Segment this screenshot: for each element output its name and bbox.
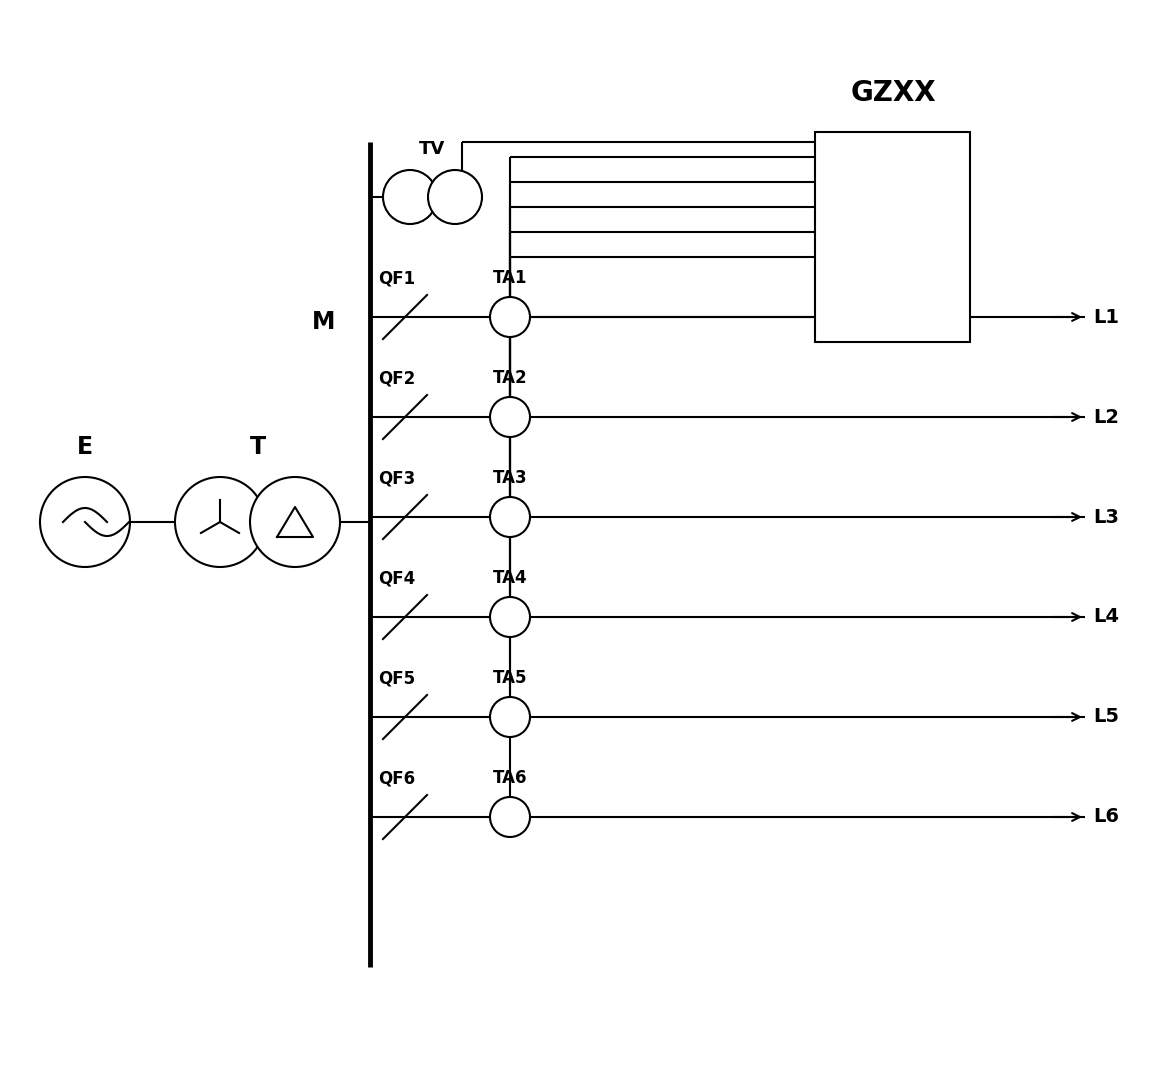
Text: L4: L4 — [1093, 608, 1119, 626]
Text: TA6: TA6 — [492, 769, 527, 787]
Circle shape — [383, 170, 437, 224]
Text: QF5: QF5 — [379, 669, 416, 687]
Circle shape — [250, 477, 340, 567]
Text: L1: L1 — [1093, 308, 1119, 327]
Text: QF3: QF3 — [379, 470, 416, 487]
Text: L3: L3 — [1093, 507, 1119, 526]
Circle shape — [490, 297, 530, 337]
Text: TV: TV — [420, 140, 445, 158]
Circle shape — [175, 477, 265, 567]
Circle shape — [490, 697, 530, 738]
Text: L2: L2 — [1093, 407, 1119, 427]
Bar — [815, 132, 970, 342]
Circle shape — [40, 477, 130, 567]
Circle shape — [490, 796, 530, 837]
Text: T: T — [250, 435, 266, 459]
Text: TA3: TA3 — [492, 470, 527, 487]
Text: TA1: TA1 — [492, 269, 527, 287]
Text: QF4: QF4 — [379, 569, 416, 587]
Text: L6: L6 — [1093, 807, 1119, 827]
Text: TA5: TA5 — [492, 669, 527, 687]
Circle shape — [490, 497, 530, 537]
Text: TA2: TA2 — [492, 369, 527, 387]
Text: L5: L5 — [1093, 708, 1119, 727]
Circle shape — [490, 397, 530, 437]
Text: QF1: QF1 — [379, 269, 416, 287]
Text: QF2: QF2 — [379, 369, 416, 387]
Circle shape — [490, 597, 530, 637]
Text: TA4: TA4 — [492, 569, 527, 587]
Text: E: E — [77, 435, 93, 459]
Text: GZXX: GZXX — [850, 79, 935, 107]
Circle shape — [428, 170, 482, 224]
Text: QF6: QF6 — [379, 769, 416, 787]
Text: M: M — [312, 310, 335, 334]
